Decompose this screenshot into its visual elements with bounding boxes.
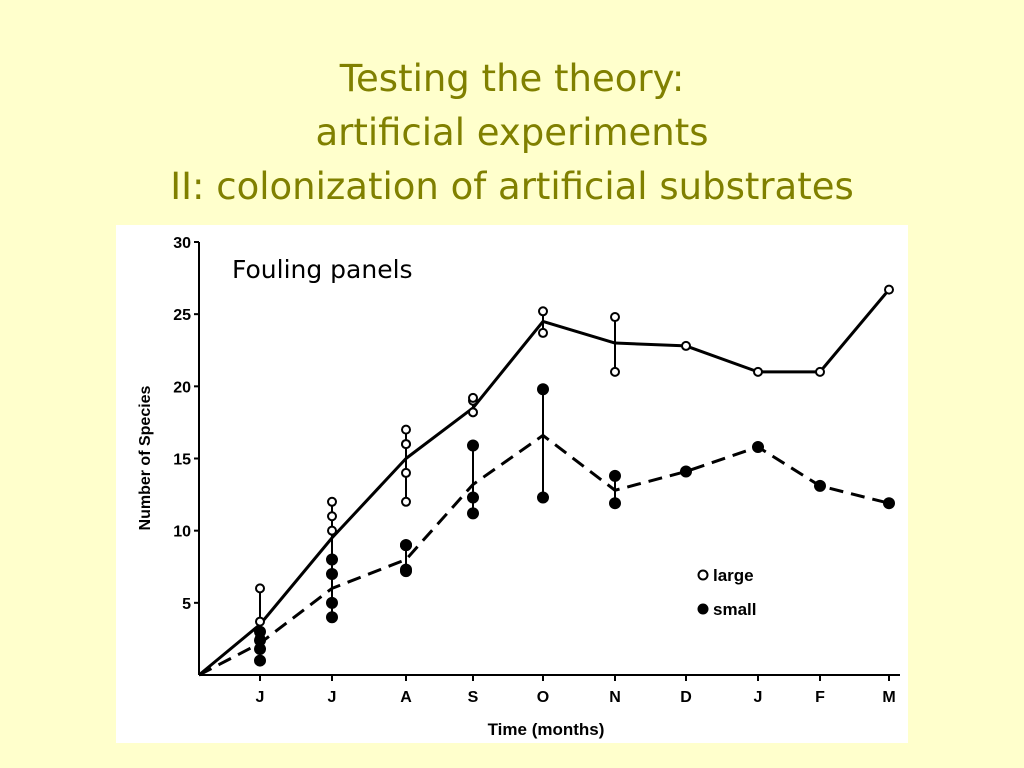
x-tick-label: N — [609, 689, 621, 706]
x-tick-label: J — [256, 689, 265, 706]
data-point-large — [327, 525, 337, 536]
data-point-small — [326, 611, 338, 624]
data-point-large — [681, 340, 691, 351]
data-point-large — [538, 306, 548, 317]
data-point-large — [538, 327, 548, 338]
data-point-small — [680, 465, 692, 478]
data-point-small — [537, 383, 549, 396]
data-point-small — [400, 565, 412, 578]
data-point-large — [401, 496, 411, 507]
data-point-small — [609, 469, 621, 482]
legend-marker-large — [697, 569, 709, 581]
x-tick-label: F — [815, 689, 825, 706]
x-tick-label: D — [680, 689, 692, 706]
data-point-small — [537, 491, 549, 504]
data-point-large — [327, 496, 337, 507]
data-point-large — [468, 407, 478, 418]
legend-label-small: small — [713, 600, 756, 619]
data-point-small — [326, 553, 338, 566]
data-point-small — [326, 567, 338, 580]
legend-label-large: large — [713, 566, 754, 585]
y-tick-label: 30 — [173, 235, 191, 252]
data-point-small — [467, 491, 479, 504]
data-point-large — [884, 284, 894, 295]
y-tick-label: 15 — [173, 452, 191, 469]
fouling-panels-label: Fouling panels — [232, 255, 413, 284]
data-point-large — [610, 312, 620, 323]
x-tick-label: J — [328, 689, 337, 706]
data-point-large — [255, 583, 265, 594]
data-point-small — [467, 507, 479, 520]
data-point-large — [753, 366, 763, 377]
data-point-small — [814, 479, 826, 492]
data-point-small — [883, 497, 895, 510]
data-point-small — [326, 596, 338, 609]
data-point-large — [255, 616, 265, 627]
x-tick-label: J — [754, 689, 763, 706]
legend-marker-small — [697, 603, 709, 615]
slide-title-line-2: artificial experiments — [315, 111, 709, 154]
chart-figure: 5 10 15 20 25 30 J J A S O N D J F M Time (months) Number… — [116, 225, 908, 743]
data-point-small — [254, 634, 266, 647]
x-tick-label: O — [537, 689, 549, 706]
data-point-large — [401, 467, 411, 478]
y-tick-label: 25 — [173, 307, 191, 324]
data-point-small — [400, 539, 412, 552]
y-axis-title: Number of Species — [137, 385, 154, 530]
data-point-small — [254, 654, 266, 667]
slide-title-line-3: II: colonization of artificial substrate… — [170, 165, 854, 208]
data-point-small — [752, 440, 764, 453]
data-point-small — [467, 439, 479, 452]
y-tick-label: 5 — [182, 596, 191, 613]
y-tick-label: 10 — [173, 524, 191, 541]
data-point-small — [609, 497, 621, 510]
x-tick-label: M — [882, 689, 895, 706]
data-point-large — [327, 511, 337, 522]
x-tick-label: S — [468, 689, 479, 706]
species-chart: 5 10 15 20 25 30 J J A S O N D J F M Time (months) Number… — [137, 235, 900, 739]
x-axis-title: Time (months) — [488, 720, 605, 739]
y-tick-label: 20 — [173, 379, 191, 396]
data-point-large — [401, 439, 411, 450]
slide-title-line-1: Testing the theory: — [339, 57, 685, 100]
data-point-large — [610, 366, 620, 377]
data-point-large — [401, 424, 411, 435]
x-tick-label: A — [400, 689, 412, 706]
slide-title: Testing the theory: artificial experimen… — [0, 52, 1024, 214]
data-point-large — [468, 392, 478, 403]
data-point-large — [815, 366, 825, 377]
